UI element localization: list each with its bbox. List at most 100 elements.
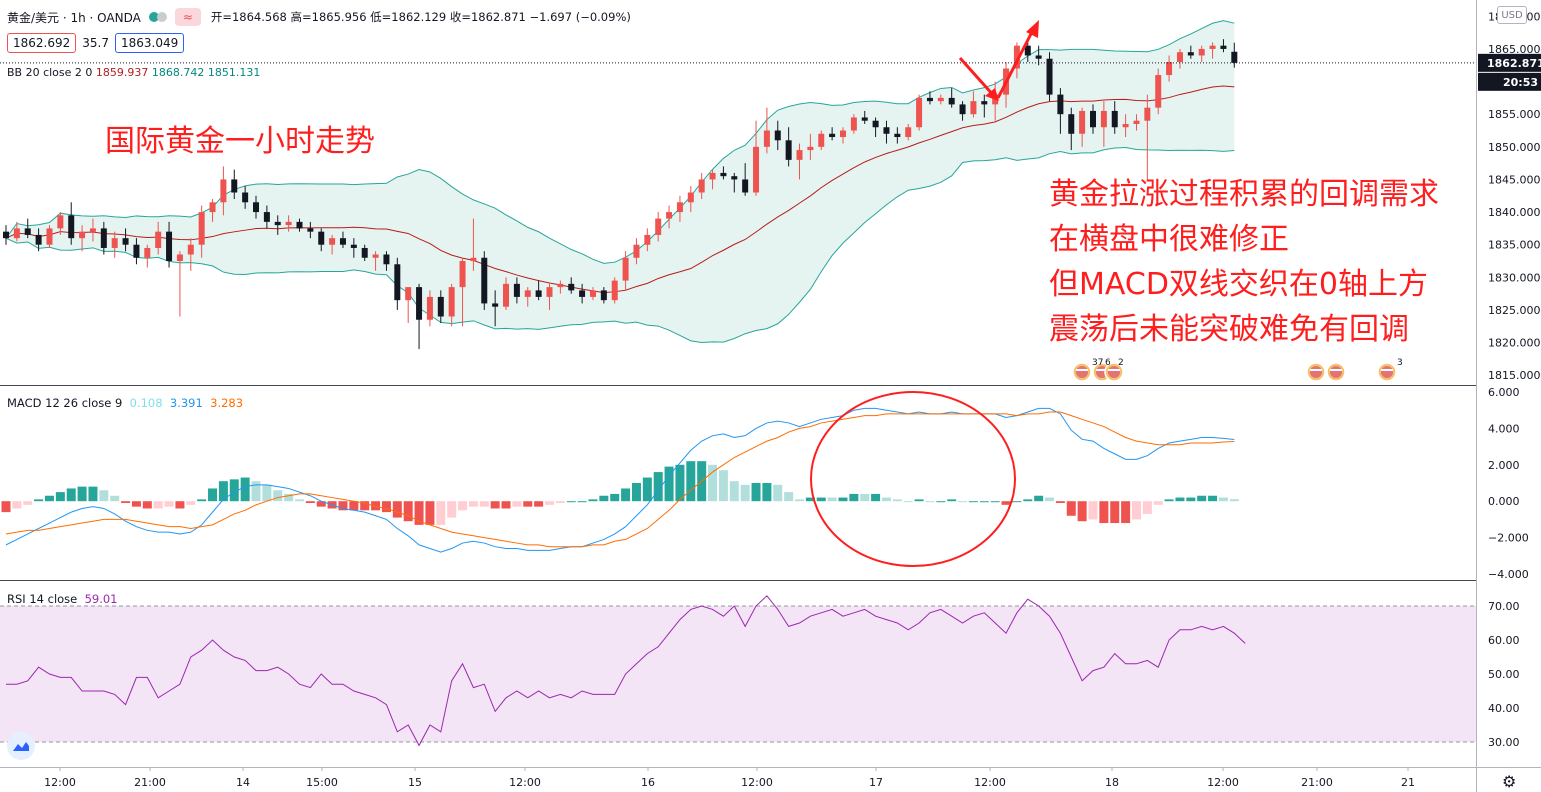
macd-histogram-bar: [577, 501, 587, 503]
price-tick-label: 1835.000: [1488, 239, 1541, 252]
macd-hist-value: 0.108: [129, 396, 163, 410]
macd-tick-label: −4.000: [1488, 568, 1529, 581]
candle-body: [829, 133, 836, 138]
candle-body: [46, 228, 53, 245]
tradingview-logo-icon[interactable]: [7, 732, 35, 760]
macd-histogram-bar: [718, 470, 728, 502]
symbol-legend: 黄金/美元 · 1h · OANDA ≈ 开=1864.568 高=1865.9…: [7, 7, 631, 27]
gear-icon[interactable]: ⚙: [1502, 772, 1517, 791]
flag-us-icon: [1076, 369, 1088, 371]
candle-body: [470, 257, 477, 262]
price-tick-label: 1825.000: [1488, 304, 1541, 317]
candle-body: [600, 290, 607, 301]
macd-histogram-bar: [740, 484, 750, 502]
macd-histogram-bar: [110, 495, 120, 502]
time-tick-label: 12:00: [741, 776, 773, 789]
macd-histogram-bar: [1229, 499, 1239, 502]
macd-legend[interactable]: MACD 12 26 close 9 0.108 3.391 3.283: [7, 396, 243, 410]
candle-body: [818, 133, 825, 147]
rsi-legend[interactable]: RSI 14 close 59.01: [7, 592, 118, 606]
macd-histogram-bar: [175, 501, 185, 509]
sell-price-button[interactable]: 1862.692: [7, 33, 77, 53]
macd-histogram-bar: [631, 483, 641, 502]
candle-body: [242, 192, 249, 203]
candle-body: [1133, 120, 1140, 124]
macd-histogram-bar: [1131, 501, 1141, 520]
macd-histogram-bar: [621, 488, 631, 502]
candle-body: [155, 231, 162, 248]
candle-body: [459, 261, 466, 288]
down-arrow-line: [958, 56, 996, 98]
bollinger-legend[interactable]: BB 20 close 2 0 1859.937 1868.742 1851.1…: [7, 66, 260, 79]
candle-body: [187, 244, 194, 255]
candle-body: [503, 283, 510, 307]
macd-histogram-bar: [871, 493, 881, 502]
macd-histogram-bar: [1, 501, 11, 513]
candle-body: [1198, 48, 1205, 56]
bid-ask-row: 1862.692 35.7 1863.049: [7, 33, 185, 53]
candle-body: [361, 247, 368, 258]
macd-histogram-bar: [1055, 501, 1065, 504]
candle-body: [839, 130, 846, 138]
event-count-label: 37: [1092, 358, 1103, 368]
buy-price-button[interactable]: 1863.049: [114, 33, 185, 53]
macd-histogram-bar: [208, 488, 218, 502]
macd-histogram-bar: [468, 501, 478, 507]
macd-histogram-bar: [99, 490, 109, 502]
time-tick-label: 18: [1105, 776, 1119, 789]
macd-histogram-bar: [555, 501, 565, 504]
annotation-line: 黄金拉涨过程积累的回调需求: [1049, 177, 1439, 212]
candle-body: [959, 104, 966, 115]
candle-body: [1111, 110, 1118, 128]
macd-histogram-bar: [44, 495, 54, 502]
macd-histogram-bar: [784, 492, 794, 502]
macd-histogram-bar: [838, 497, 848, 502]
candle-body: [89, 228, 96, 232]
candle-body: [709, 172, 716, 180]
candle-body: [274, 221, 281, 226]
macd-histogram-bar: [338, 501, 348, 511]
macd-histogram-bar: [23, 501, 33, 505]
macd-histogram-bar: [795, 499, 805, 502]
candle-body: [655, 218, 662, 235]
macd-histogram-bar: [218, 481, 228, 502]
macd-label: MACD 12 26 close 9: [7, 396, 123, 410]
candle-body: [100, 228, 107, 248]
candle-body: [57, 215, 64, 229]
candle-body: [198, 212, 205, 245]
wave-icon[interactable]: ≈: [174, 8, 201, 26]
candle-body: [1068, 114, 1075, 134]
candle-body: [1046, 58, 1053, 95]
candle-body: [166, 231, 173, 262]
flag-us-icon: [1381, 369, 1393, 371]
currency-badge[interactable]: USD: [1497, 6, 1527, 24]
candle-body: [916, 97, 923, 128]
macd-histogram-bar: [229, 479, 239, 502]
macd-line-value: 3.391: [169, 396, 203, 410]
macd-tick-label: 2.000: [1488, 459, 1520, 472]
event-count-label: 2: [1118, 358, 1124, 368]
macd-histogram-bar: [610, 493, 620, 502]
flag-us-icon: [1310, 369, 1322, 371]
candle-body: [1057, 94, 1064, 115]
macd-histogram-bar: [849, 493, 859, 502]
macd-histogram-bar: [958, 501, 968, 503]
macd-histogram-bar: [501, 501, 511, 509]
candle-body: [981, 101, 988, 105]
last-price-badge: [1478, 53, 1541, 72]
macd-histogram-bar: [762, 483, 772, 502]
rsi-tick-label: 30.00: [1488, 736, 1520, 749]
macd-histogram-bar: [545, 501, 554, 505]
candle-body: [1209, 45, 1216, 49]
macd-tick-label: 4.000: [1488, 422, 1520, 435]
macd-histogram-bar: [392, 501, 402, 518]
candle-body: [1220, 45, 1227, 49]
candle-body: [622, 257, 629, 281]
macd-histogram-bar: [294, 499, 304, 502]
macd-histogram-bar: [925, 501, 935, 503]
time-tick-label: 21:00: [134, 776, 166, 789]
candle-body: [666, 212, 673, 219]
symbol-title[interactable]: 黄金/美元 · 1h · OANDA: [7, 10, 141, 25]
candle-body: [763, 130, 770, 147]
